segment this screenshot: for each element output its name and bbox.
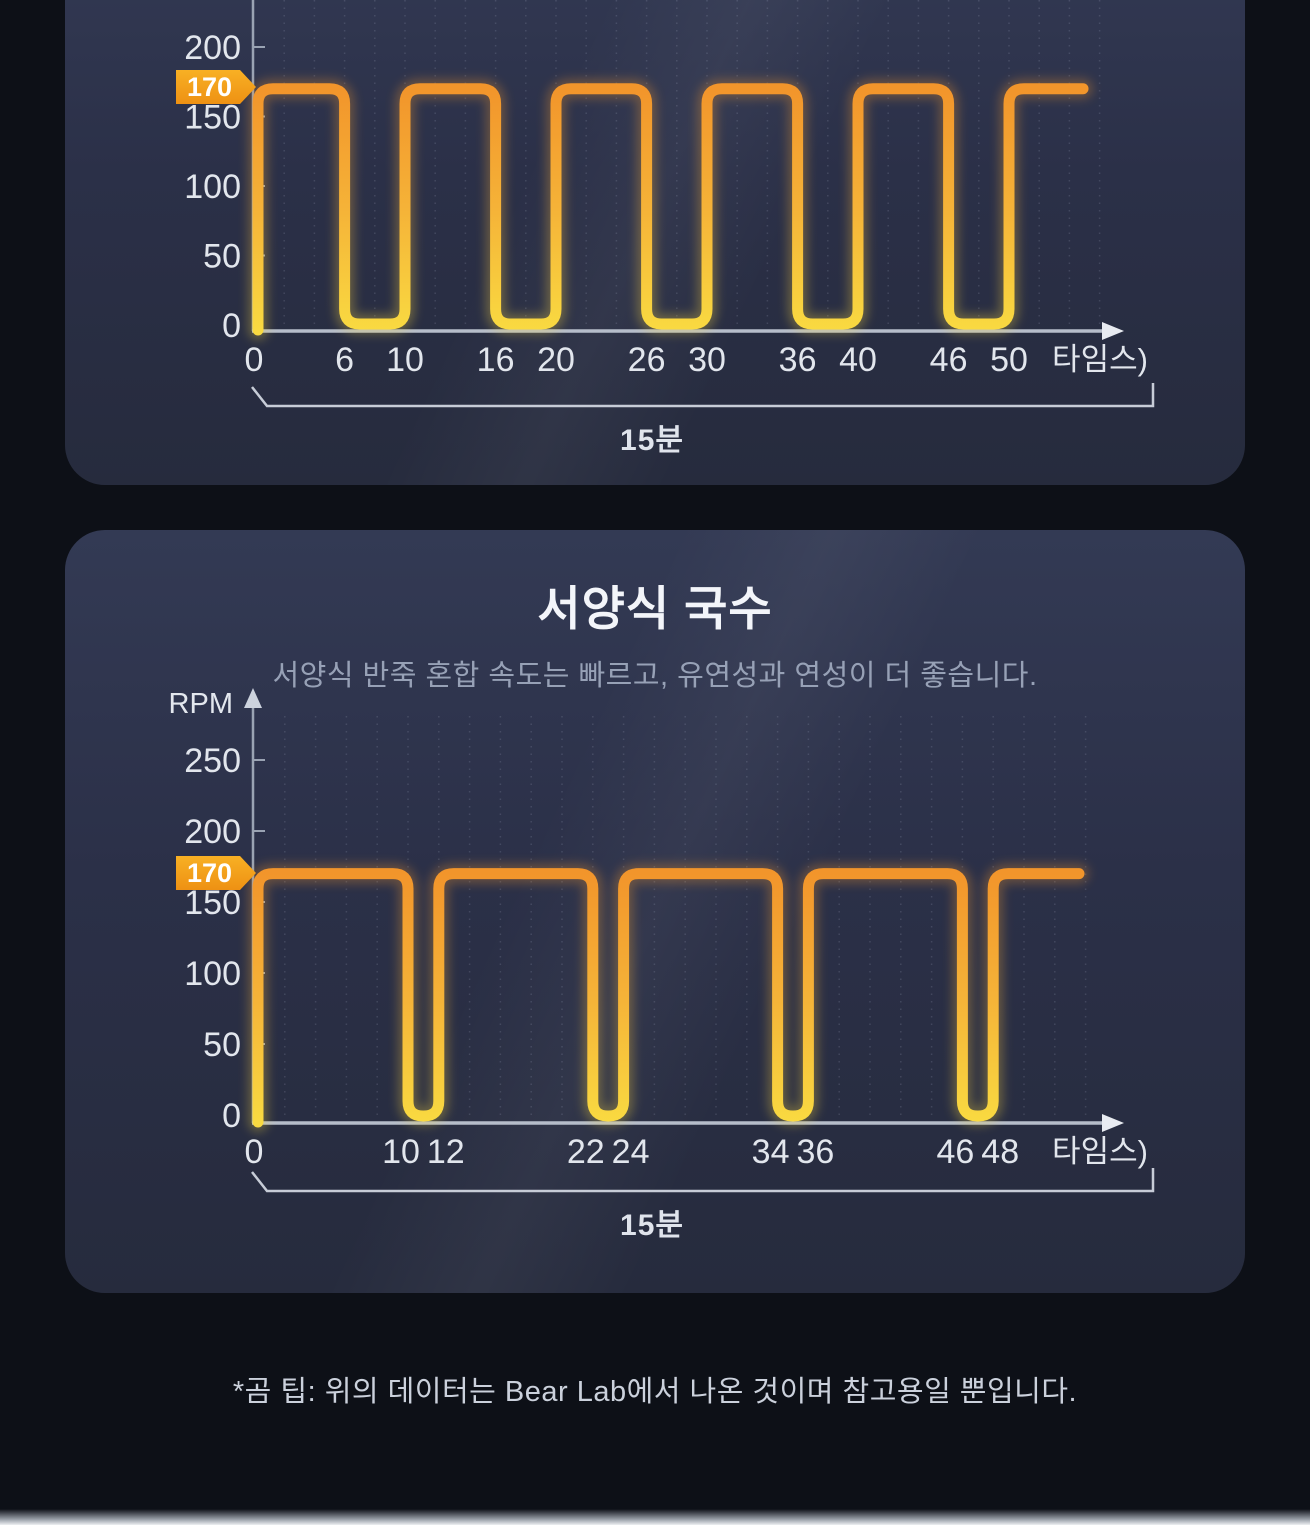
next-section-edge [0, 1509, 1310, 1525]
rpm-170-badge-label: 170 [186, 71, 233, 102]
rpm-170-badge-label: 170 [186, 857, 233, 888]
bottom-chart-card [65, 530, 1245, 1293]
rpm-170-badge: 170 [176, 856, 256, 890]
duration-label: 15분 [620, 424, 684, 457]
section-title: 서양식 국수 [537, 582, 773, 635]
section-subtitle: 서양식 반죽 혼합 속도는 빠르고, 유연성과 연성이 더 좋습니다. [272, 660, 1038, 692]
footer-note: *곰 팁: 위의 데이터는 Bear Lab에서 나온 것이며 참고용일 뿐입니… [232, 1376, 1078, 1408]
duration-label: 15분 [620, 1209, 684, 1242]
rpm-170-badge: 170 [176, 70, 256, 104]
